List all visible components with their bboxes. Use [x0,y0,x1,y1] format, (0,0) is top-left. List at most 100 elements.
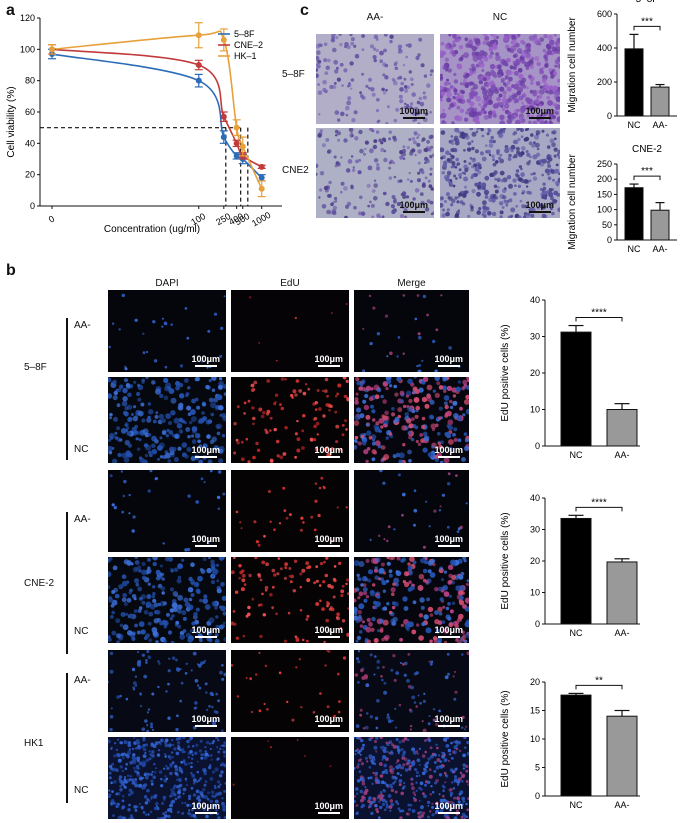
bar [624,187,644,241]
edu-row-label: AA- [74,675,91,686]
y-tick-label: 0 [535,619,540,629]
y-tick-label: 5 [535,763,540,773]
scale-bar-line [402,211,425,213]
data-point [233,152,240,159]
y-tick-label: 60 [25,107,35,117]
bar-chart-title: CNE-2 [632,144,662,155]
data-point [49,46,55,53]
scale-bar-line [317,812,340,814]
merge-image: 100μm [354,290,469,372]
scale-bar: 100μm [399,106,428,119]
data-point [258,163,265,170]
scale-bar-line [194,636,217,638]
y-tick-label: 20 [25,170,35,180]
scale-bar-label: 100μm [525,200,554,210]
migration-col-header-nc: NC [492,12,508,23]
scale-bar-label: 100μm [525,106,554,116]
y-tick-label: 80 [25,76,35,86]
viability-ylabel: Cell viability (%) [6,86,17,157]
edu-image: 100μm [231,557,349,643]
significance-bracket [633,25,661,31]
y-tick-label: 0 [607,111,612,121]
data-point [220,113,227,120]
migration-image: 100μm [316,128,434,218]
scale-bar-line [317,725,340,727]
scale-bar-label: 100μm [314,354,343,364]
y-tick-label: 20 [530,368,540,378]
dapi-image: 100μm [108,737,226,819]
x-tick-label: NC [628,244,641,254]
legend-label: 5–8F [234,29,255,39]
edu-row-label: NC [74,444,89,455]
edu-group-label-5-8f: 5–8F [24,362,47,373]
viability-chart: Cell viability (%) Concentration (ug/ml)… [6,13,282,235]
scale-bar: 100μm [314,445,343,458]
scale-bar: 100μm [434,534,463,547]
scale-bar-label: 100μm [434,354,463,364]
migration-col-header-aa: AA- [366,12,384,23]
scale-bar-line [528,117,551,119]
panel-label-a: a [6,2,15,19]
x-tick-label: AA- [614,628,629,638]
y-tick-label: 400 [597,43,612,53]
panel-label-c: c [300,2,309,19]
x-tick-label: AA- [652,244,667,254]
merge-image: 100μm [354,470,469,552]
bar-chart-ylabel: Migration cell number [567,17,578,113]
y-tick-label: 50 [602,220,612,230]
y-tick-label: 20 [530,677,540,687]
group-bracket [66,673,68,803]
scale-bar: 100μm [191,625,220,638]
data-point [233,140,240,147]
scale-bar-line [528,211,551,213]
bar [560,694,592,797]
bar [560,517,592,625]
y-tick-label: 30 [530,525,540,535]
significance-stars: **** [591,497,607,508]
scale-bar-label: 100μm [434,534,463,544]
y-tick-label: 100 [597,205,612,215]
scale-bar-label: 100μm [191,354,220,364]
x-tick-label: NC [570,628,583,638]
y-tick-label: 100 [20,44,35,54]
scale-bar: 100μm [314,801,343,814]
significance-stars: ** [595,675,603,686]
legend-label: HK–1 [234,51,257,61]
scale-bar-label: 100μm [191,625,220,635]
scale-bar: 100μm [191,445,220,458]
dapi-image: 100μm [108,470,226,552]
bar [560,331,592,447]
migration-image: 100μm [440,34,560,124]
y-tick-label: 120 [20,13,35,23]
migration-image: 100μm [316,34,434,124]
data-point [195,32,202,39]
scale-bar: 100μm [191,354,220,367]
scale-bar-label: 100μm [399,200,428,210]
merge-image: 100μm [354,557,469,643]
bar [606,561,638,625]
scale-bar-line [317,545,340,547]
group-bracket [66,512,68,654]
edu-image: 100μm [231,290,349,372]
y-tick-label: 200 [597,174,612,184]
data-point [220,134,227,141]
edu-row-label: AA- [74,320,91,331]
data-point [233,124,240,131]
migration-row-label-5-8f: 5–8F [282,69,305,80]
edu-col-header-edu: EdU [280,278,300,289]
scale-bar: 100μm [191,801,220,814]
edu-bar-chart: EdU positive cells (%) 0 10 20 30 40 NC AA- **** [500,493,640,638]
significance-bracket [633,175,661,181]
legend-label: CNE–2 [234,40,263,50]
scale-bar: 100μm [191,534,220,547]
scale-bar-line [437,812,460,814]
scale-bar-line [317,456,340,458]
merge-image: 100μm [354,737,469,819]
edu-image: 100μm [231,377,349,463]
edu-col-header-dapi: DAPI [155,278,179,289]
y-tick-label: 600 [597,9,612,19]
dapi-image: 100μm [108,650,226,732]
scale-bar-label: 100μm [434,445,463,455]
viability-xlabel: Concentration (ug/ml) [104,224,200,235]
scale-bar-label: 100μm [314,445,343,455]
